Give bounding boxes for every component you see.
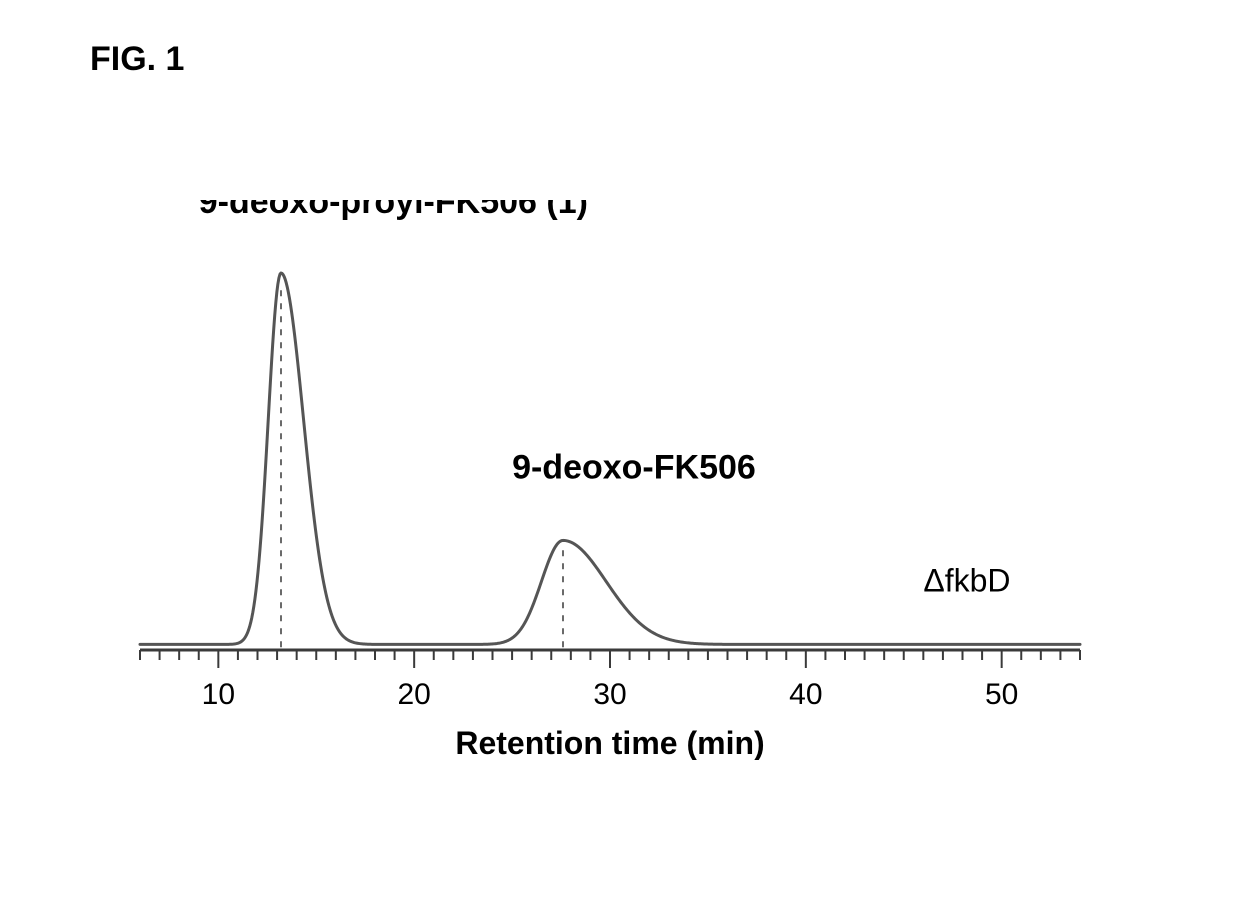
x-tick-label: 30: [593, 678, 626, 711]
x-tick-label: 40: [789, 678, 822, 711]
x-tick-label: 10: [202, 678, 235, 711]
x-tick-label: 20: [397, 678, 430, 711]
chromatogram-svg: 10 20 30 40 50 Retention time (min) 9-deoxo-pr…: [110, 200, 1110, 760]
x-tick-label: 50: [985, 678, 1018, 711]
chart-annotation: 9-deoxo-FK506: [512, 448, 756, 486]
figure-label: FIG. 1: [90, 40, 184, 79]
chart-annotation: 9-deoxo-proyl-FK506 (1): [199, 200, 588, 221]
chromatogram-chart: 10 20 30 40 50 Retention time (min) 9-deoxo-pr…: [110, 200, 1110, 760]
x-axis-label: Retention time (min): [455, 725, 764, 760]
chart-annotation: ΔfkbD: [923, 563, 1010, 599]
page: FIG. 1 10 20 30 40 50 Retention time (min) 9-d…: [0, 0, 1240, 916]
